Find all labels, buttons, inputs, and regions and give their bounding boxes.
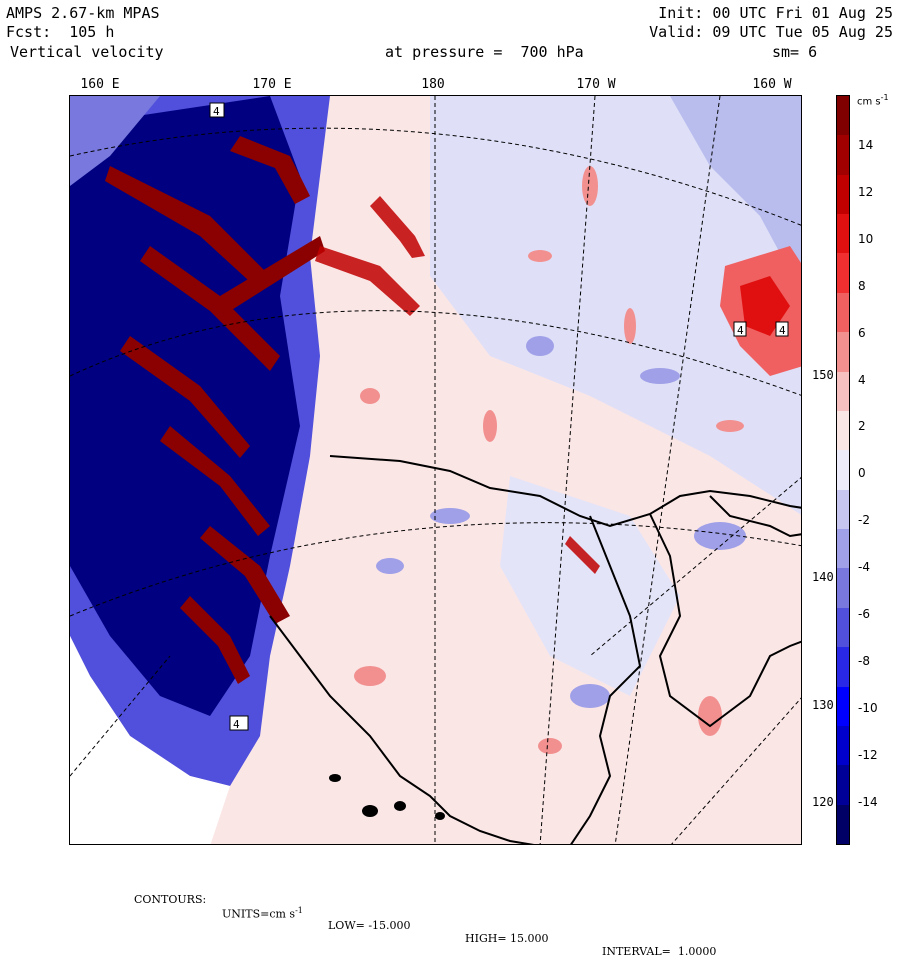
field-name: Vertical velocity <box>10 43 164 61</box>
outside-domain <box>70 636 230 844</box>
colorbar <box>836 95 850 845</box>
colorbar-band <box>837 96 849 136</box>
descent-region-ne <box>670 96 801 293</box>
colorbar-band <box>837 686 849 727</box>
colorbar-band <box>837 647 849 688</box>
footer-high: HIGH= 15.000 <box>465 932 549 945</box>
ascent-streaks <box>105 136 325 684</box>
colorbar-band <box>837 253 849 294</box>
colorbar-band <box>837 804 849 845</box>
contour-label-4a: 4 <box>737 324 744 337</box>
footer-units: UNITS=cm s-1 <box>222 906 303 921</box>
pressure-level: at pressure = 700 hPa <box>385 43 584 61</box>
lon-label-170e: 170 E <box>252 77 292 92</box>
vertical-velocity-map: 4 4 4 4 <box>69 95 802 845</box>
footer-low: LOW= -15.000 <box>328 919 411 932</box>
contour-labels: 4 4 4 4 <box>209 102 789 731</box>
model-title: AMPS 2.67-km MPAS <box>6 4 160 22</box>
colorbar-tick-label: 6 <box>858 325 866 340</box>
map-svg: 4 4 4 4 <box>70 96 801 844</box>
footer-interval: INTERVAL= 1.0000 <box>602 945 717 958</box>
colorbar-tick-label: 0 <box>858 466 866 481</box>
colorbar-band <box>837 332 849 373</box>
contour-label-4d: 4 <box>233 718 240 731</box>
light-ascent-blobs <box>354 166 744 754</box>
colorbar-band <box>837 292 849 333</box>
graticule <box>70 96 801 844</box>
coastline-east <box>649 513 801 728</box>
colorbar-tick-label: 12 <box>858 184 874 199</box>
colorbar-band <box>837 135 849 176</box>
colorbar-tick-label: 10 <box>858 231 874 246</box>
colorbar-tick-label: 4 <box>858 372 866 387</box>
contour-label-4b: 4 <box>779 324 786 337</box>
colorbar-band <box>837 607 849 648</box>
lon-label-170w: 170 W <box>576 77 616 92</box>
colorbar-units: cm s-1 <box>857 93 889 108</box>
colorbar-tick-label: -4 <box>858 560 870 575</box>
descent-region-nw <box>70 96 160 186</box>
contour-label-4c: 4 <box>213 105 220 118</box>
colorbar-tick-label: -2 <box>858 513 870 528</box>
smoothing-label: sm= 6 <box>772 43 818 61</box>
lon-label-160w: 160 W <box>752 77 792 92</box>
colorbar-band <box>837 489 849 530</box>
colorbar-tick-label: -8 <box>858 653 870 668</box>
ascent-core-east <box>740 276 790 336</box>
coastline-north-east <box>709 495 801 538</box>
lon-label-180: 180 <box>421 77 445 92</box>
contour-info: CONTOURS: UNITS=cm s-1 LOW= -15.000 HIGH… <box>0 880 900 958</box>
forecast-hour: Fcst: 105 h <box>6 23 115 41</box>
descent-blobs <box>376 336 746 708</box>
colorbar-tick-label: 2 <box>858 419 866 434</box>
colorbar-tick-label: -6 <box>858 607 870 621</box>
coastline-west <box>269 615 535 844</box>
colorbar-band <box>837 410 849 451</box>
islands <box>329 774 445 820</box>
colorbar-band <box>837 174 849 215</box>
ice-shelf-front <box>329 455 801 528</box>
weak-descent-region <box>430 96 801 515</box>
colorbar-band <box>837 371 849 412</box>
colorbar-tick-label: -14 <box>858 794 878 809</box>
init-time: Init: 00 UTC Fri 01 Aug 25 <box>658 4 893 22</box>
colorbar-band <box>837 214 849 254</box>
lon-label-160e: 160 E <box>80 77 120 92</box>
colorbar-band <box>837 568 849 609</box>
colorbar-tick-label: 14 <box>858 138 874 152</box>
colorbar-tick-label: -12 <box>858 747 878 762</box>
coastal-ascent <box>315 196 600 574</box>
colorbar-band <box>837 725 849 766</box>
colorbar-band <box>837 765 849 806</box>
colorbar-tick-label: 8 <box>858 278 866 293</box>
colorbar-band <box>837 529 849 569</box>
colorbar-tick-label: -10 <box>858 700 878 715</box>
grounding-line <box>570 515 642 844</box>
colorbar-band <box>837 450 849 491</box>
valid-time: Valid: 09 UTC Tue 05 Aug 25 <box>649 23 893 41</box>
